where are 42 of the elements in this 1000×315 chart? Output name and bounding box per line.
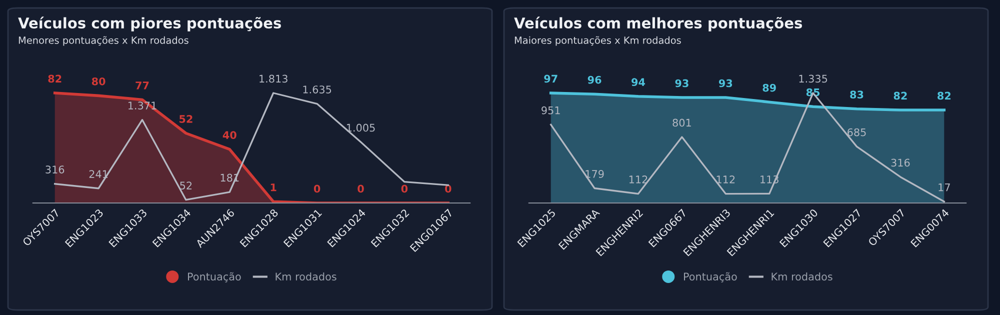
data-label: 52 bbox=[180, 182, 192, 190]
legend-label: Pontuação bbox=[188, 272, 241, 282]
data-label: 82 bbox=[48, 74, 62, 83]
data-label: 82 bbox=[938, 92, 950, 100]
data-label: 1 bbox=[270, 184, 276, 192]
data-label: 93 bbox=[718, 79, 732, 88]
legend-label: Pontuação bbox=[684, 272, 737, 282]
data-label: 112 bbox=[716, 176, 735, 184]
data-label: 52 bbox=[180, 115, 192, 123]
data-label: 0 bbox=[401, 184, 408, 193]
data-label: 1.335 bbox=[799, 74, 828, 83]
data-label: 0 bbox=[445, 184, 452, 193]
data-label: 1.005 bbox=[346, 124, 375, 132]
data-label: 0 bbox=[314, 184, 320, 193]
data-label: 951 bbox=[542, 106, 560, 114]
data-label: 40 bbox=[222, 131, 236, 139]
data-label: 17 bbox=[938, 184, 950, 192]
data-label: 77 bbox=[136, 82, 149, 90]
data-label: 93 bbox=[675, 79, 688, 88]
legend-label: Km rodados bbox=[276, 272, 336, 281]
data-label: 94 bbox=[632, 78, 646, 86]
chart-subtitle: Menores pontuações x Km rodados bbox=[18, 36, 188, 46]
data-label: 316 bbox=[891, 158, 910, 167]
data-label: 82 bbox=[894, 92, 907, 100]
data-label: 1.635 bbox=[303, 86, 332, 94]
data-label: 179 bbox=[586, 170, 604, 178]
data-label: 112 bbox=[629, 176, 648, 184]
data-label: 96 bbox=[588, 76, 602, 84]
data-label: 89 bbox=[762, 84, 776, 92]
data-label: 1.813 bbox=[260, 74, 288, 83]
chart-title: Veículos com piores pontuações bbox=[18, 16, 281, 32]
chart-title: Veículos com melhores pontuações bbox=[514, 16, 802, 32]
data-label: 80 bbox=[92, 77, 106, 86]
data-label: 316 bbox=[46, 166, 64, 174]
data-label: 801 bbox=[672, 118, 691, 127]
data-label: 83 bbox=[850, 90, 864, 99]
legend-label: Km rodados bbox=[772, 272, 832, 281]
chart-subtitle: Maiores pontuações x Km rodados bbox=[514, 36, 681, 46]
data-label: 0 bbox=[358, 184, 364, 193]
data-label: 97 bbox=[544, 74, 558, 83]
data-label: 241 bbox=[89, 170, 108, 178]
data-label: 685 bbox=[848, 128, 866, 136]
